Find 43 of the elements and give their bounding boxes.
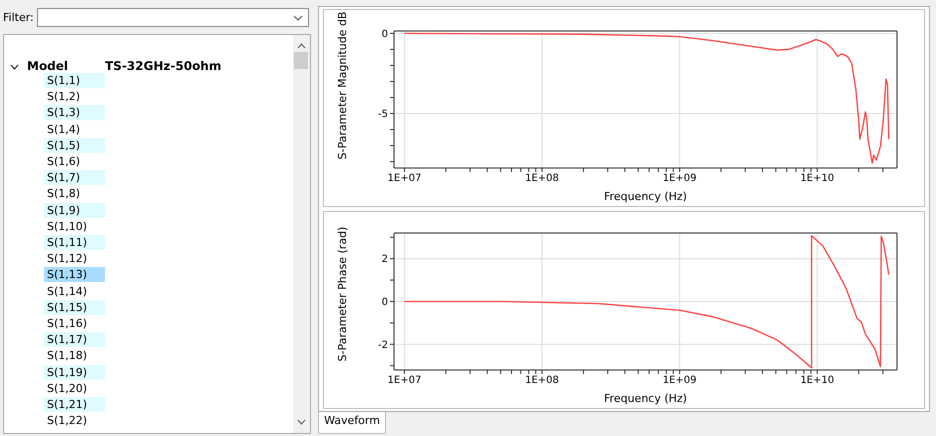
text: S(1,19) [44,364,105,380]
text: Waveform [318,411,386,434]
x-tick-label: 1E+08 [525,173,559,184]
x-tick-label: 1E+08 [525,375,559,386]
x-tick-label: 1E+07 [388,173,422,184]
text: S(1,4) [46,122,82,137]
text: S(1,20) [46,380,88,396]
text: S(1,6) [46,154,82,169]
y-tick-label: 0 [382,28,388,40]
text: S(1,8) [46,186,82,202]
text: S(1,15) [44,300,105,315]
text: S(1,1) [44,73,105,88]
x-axis-title: Frequency (Hz) [604,190,687,203]
y-tick-label: -5 [378,109,388,120]
text: S(1,11) [44,235,105,250]
text: S(1,10) [46,218,88,234]
text: S(1,17) [44,332,105,348]
y-tick-label: 0 [382,297,388,308]
y-tick-label: 2 [382,254,388,266]
x-tick-label: 1E+10 [800,173,834,184]
y-axis-title: S-Parameter Phase (rad) [336,226,349,362]
text: S(1,18) [46,348,88,364]
x-tick-label: 1E+07 [388,375,422,386]
text: S(1,7) [44,170,105,186]
x-axis-title: Frequency (Hz) [604,392,687,405]
text: S(1,22) [46,413,88,428]
text: Filter: [3,11,34,24]
x-tick-label: 1E+09 [662,173,697,184]
y-tick-label: -2 [378,340,388,351]
text: S(1,9) [44,202,105,218]
text: Model [27,59,68,73]
x-tick-label: 1E+09 [662,375,697,386]
text: S(1,3) [44,105,105,120]
text: TS-32GHz-50ohm [105,59,222,73]
y-axis-title: S-Parameter Magnitude dB [336,12,349,160]
text: S(1,16) [46,316,88,331]
text: S(1,21) [44,397,105,412]
text: S(1,12) [46,251,88,266]
text: S(1,2) [46,89,82,104]
text: S(1,5) [44,138,105,153]
text: S(1,14) [46,284,88,299]
x-tick-label: 1E+10 [800,375,834,386]
text: S(1,13) [44,267,105,282]
